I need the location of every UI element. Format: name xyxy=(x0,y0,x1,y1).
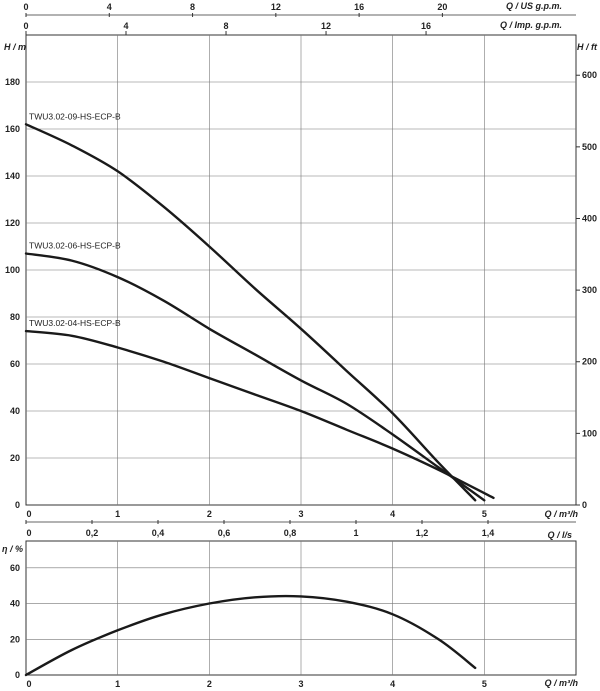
series-label: TWU3.02-04-HS-ECP-B xyxy=(29,318,121,328)
y-tick-label: 0 xyxy=(15,500,20,510)
y-tick-label: 20 xyxy=(10,453,20,463)
y-tick-label: 140 xyxy=(5,171,20,181)
eff-y-tick-label: 60 xyxy=(10,563,20,573)
x-tick-label: 1 xyxy=(115,509,120,519)
x-tick-label: 3 xyxy=(298,509,303,519)
series-label: TWU3.02-06-HS-ECP-B xyxy=(29,241,121,251)
top-imp-tick-label: 12 xyxy=(321,21,331,31)
eff-x-tick-label: 5 xyxy=(482,679,487,689)
y-right-tick-label: 400 xyxy=(582,213,597,223)
head-curve-plot: TWU3.02-09-HS-ECP-B TWU3.02-06-HS-ECP-B TW… xyxy=(4,1,598,540)
eff-y-tick-label: 40 xyxy=(10,599,20,609)
efficiency-x-axis-label: Q / m³/h xyxy=(545,678,579,688)
efficiency-curve xyxy=(24,594,477,677)
ls-tick-label: 1,2 xyxy=(416,528,429,538)
y-tick-label: 180 xyxy=(5,77,20,87)
top-imp-tick-label: 0 xyxy=(23,21,28,31)
series-label: TWU3.02-09-HS-ECP-B xyxy=(29,111,121,121)
eff-x-tick-label: 4 xyxy=(390,679,395,689)
x-tick-label: 0 xyxy=(26,509,31,519)
main-y-axis-label: H / m xyxy=(4,42,26,52)
top-us-tick-label: 4 xyxy=(107,2,112,12)
eff-y-tick-label: 20 xyxy=(10,634,20,644)
ls-tick-label: 1 xyxy=(353,528,358,538)
top-imp-tick-label: 8 xyxy=(224,21,229,31)
y-right-tick-label: 100 xyxy=(582,428,597,438)
head-curve-3 xyxy=(24,329,495,500)
y-tick-label: 80 xyxy=(10,312,20,322)
ls-tick-label: 0,6 xyxy=(218,528,231,538)
efficiency-curve-plot: 0 1 2 3 4 5 0 20 40 60 η / % Q / m³/h xyxy=(2,540,579,689)
y-right-tick-label: 200 xyxy=(582,357,597,367)
y-tick-label: 40 xyxy=(10,406,20,416)
eff-x-tick-label: 0 xyxy=(26,679,31,689)
head-curve-1 xyxy=(24,123,477,502)
eff-x-tick-label: 2 xyxy=(207,679,212,689)
ls-tick-label: 0 xyxy=(26,528,31,538)
x-tick-label: 5 xyxy=(482,509,487,519)
y-right-tick-label: 500 xyxy=(582,142,597,152)
main-grid xyxy=(26,35,576,505)
efficiency-grid xyxy=(26,541,576,675)
y-right-tick-label: 600 xyxy=(582,70,597,80)
top-imp-axis-label: Q / Imp. g.p.m. xyxy=(500,20,562,30)
y-tick-label: 120 xyxy=(5,218,20,228)
y-tick-label: 100 xyxy=(5,265,20,275)
ls-tick-label: 1,4 xyxy=(482,528,495,538)
eff-x-tick-label: 1 xyxy=(115,679,120,689)
ls-tick-label: 0,4 xyxy=(152,528,165,538)
x-tick-label: 2 xyxy=(207,509,212,519)
top-imp-tick-label: 16 xyxy=(421,21,431,31)
main-y-right-axis-label: H / ft xyxy=(577,42,598,52)
top-us-tick-label: 0 xyxy=(23,2,28,12)
head-curves: TWU3.02-09-HS-ECP-B TWU3.02-06-HS-ECP-B TW… xyxy=(24,111,495,502)
y-right-tick-label: 300 xyxy=(582,285,597,295)
ls-axis-label: Q / l/s xyxy=(547,530,572,540)
y-tick-label: 160 xyxy=(5,124,20,134)
ls-tick-label: 0,8 xyxy=(284,528,297,538)
top-us-tick-label: 8 xyxy=(190,2,195,12)
eff-y-tick-label: 0 xyxy=(15,670,20,680)
top-us-tick-label: 20 xyxy=(437,2,447,12)
main-x-axis-label: Q / m³/h xyxy=(545,509,579,519)
x-tick-label: 4 xyxy=(390,509,395,519)
efficiency-y-axis-label: η / % xyxy=(2,544,23,554)
y-tick-label: 60 xyxy=(10,359,20,369)
top-us-axis-label: Q / US g.p.m. xyxy=(506,1,562,11)
top-imp-tick-label: 4 xyxy=(124,21,129,31)
head-curve-2 xyxy=(24,252,486,502)
efficiency-curves xyxy=(24,594,477,677)
main-tick-labels: 0 1 2 3 4 50204060801001201401601800100200300… xyxy=(5,2,597,538)
y-right-tick-label: 0 xyxy=(582,500,587,510)
top-us-tick-label: 16 xyxy=(354,2,364,12)
top-us-tick-label: 12 xyxy=(271,2,281,12)
ls-tick-label: 0,2 xyxy=(86,528,99,538)
eff-x-tick-label: 3 xyxy=(298,679,303,689)
efficiency-tick-labels: 0 1 2 3 4 5 0 20 40 60 xyxy=(10,563,487,689)
